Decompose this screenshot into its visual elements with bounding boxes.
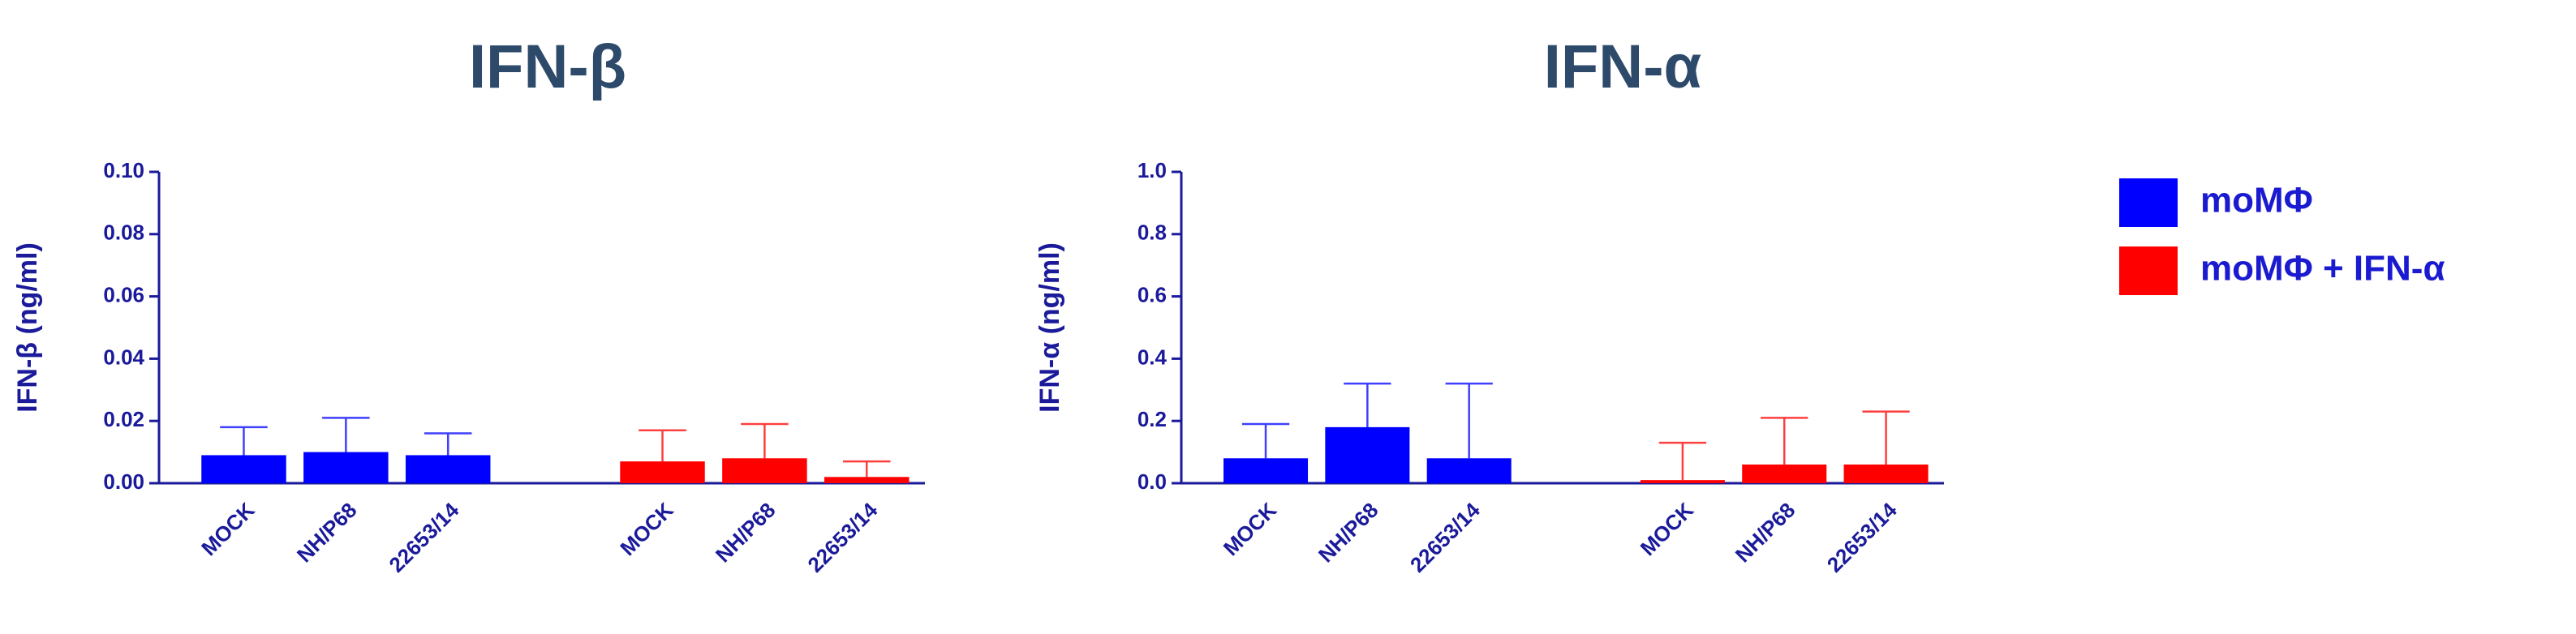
x-tick-label: NH/P68 [292,498,362,568]
x-tick-label: NH/P68 [1314,498,1383,568]
y-axis-label: IFN-β (ng/ml) [12,242,43,413]
x-tick-label: NH/P68 [1731,498,1800,568]
legend-swatch [2119,246,2178,295]
error-bar [1241,422,1290,459]
x-tick-label: NH/P68 [711,498,781,568]
chart-title: IFN-α [1544,32,1701,101]
error-bar [1761,417,1808,465]
x-tick-label: 22653/14 [802,498,882,577]
y-tick-label: 0.08 [103,221,144,245]
y-tick-label: 0.6 [1137,282,1167,306]
y-tick-label: 0.8 [1137,221,1167,245]
legend-label: moMΦ + IFN-α [2200,249,2445,289]
y-tick-label: 0.10 [103,158,144,182]
x-tick-label: MOCK [1219,498,1282,561]
y-tick-label: 0.06 [103,282,144,306]
bar [303,452,389,483]
error-bar [741,422,789,459]
y-tick-label: 0.0 [1137,469,1167,494]
bar [1640,480,1725,483]
bar [824,477,910,483]
error-bar [1862,410,1910,465]
bar [201,455,286,483]
error-bar [1445,382,1493,459]
y-tick-label: 0.00 [103,469,144,494]
y-axis-label: IFN-α (ng/ml) [1034,242,1065,413]
bar [1742,464,1827,483]
error-bar [639,429,686,462]
error-bar [220,426,268,456]
bar [1426,458,1512,483]
error-bar [843,460,891,478]
error-bar [1658,441,1707,481]
y-tick-label: 1.0 [1137,158,1167,182]
y-tick-label: 0.4 [1137,345,1168,369]
x-tick-label: MOCK [196,498,260,561]
error-bar [322,417,370,452]
bar [405,455,491,483]
error-bar [1344,382,1391,427]
x-tick-label: MOCK [1636,498,1699,561]
bar [1325,426,1410,483]
x-tick-label: 22653/14 [1405,498,1485,577]
y-tick-label: 0.02 [103,407,144,431]
bar [1843,464,1929,483]
error-bar [424,432,472,456]
x-tick-label: MOCK [615,498,678,561]
legend-label: moMΦ [2200,181,2313,221]
chart-title: IFN-β [469,32,626,101]
legend-swatch [2119,178,2178,227]
y-tick-label: 0.04 [103,345,144,369]
bar [620,461,705,483]
x-tick-label: 22653/14 [384,498,463,577]
x-tick-label: 22653/14 [1822,498,1902,577]
bar [722,458,807,483]
y-tick-label: 0.2 [1137,407,1167,431]
bar [1223,458,1309,483]
